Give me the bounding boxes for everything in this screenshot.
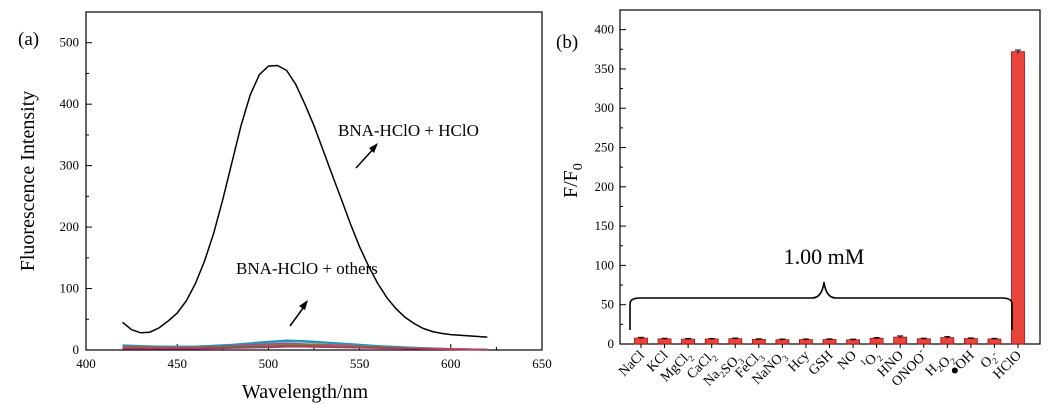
y-tick-label: 400: [60, 96, 80, 111]
brace-bracket: [629, 281, 1013, 330]
bar: [681, 338, 695, 345]
y-tick-label: 200: [595, 179, 615, 194]
y-tick-label: 0: [73, 342, 80, 357]
x-tick-label: 450: [167, 356, 187, 371]
x-tick-label: 550: [350, 356, 370, 371]
category-label: GSH: [806, 348, 836, 378]
panel-a-ticks: 400 450 500 550 600 650 0 100 200 300 400 500: [60, 35, 552, 371]
y-tick-label: 350: [595, 61, 615, 76]
category-label: ●OH: [947, 348, 978, 379]
y-tick-label: 250: [595, 140, 615, 155]
bar: [940, 337, 955, 345]
arrow-hclo: [355, 143, 378, 169]
bar: [799, 339, 813, 345]
series-line-hclo: [122, 64, 488, 338]
x-tick-label: 600: [441, 356, 461, 371]
bar: [775, 339, 790, 345]
bar: [964, 338, 978, 345]
panel-b-bars: [634, 49, 1025, 348]
panel-a-line-chart: (a) 400 450 500 550 600 650 0 100 200 300 400 500 W…: [17, 11, 552, 403]
panel-a-label: (a): [18, 29, 39, 50]
bar: [657, 338, 672, 345]
category-label: 1O2: [858, 347, 885, 374]
category-label: NO: [835, 348, 860, 373]
category-label: NaCl: [616, 348, 648, 380]
panel-b-label: (b): [556, 32, 578, 53]
bar: [822, 339, 837, 345]
annotation-others: BNA-HClO + others: [236, 259, 378, 278]
bar: [751, 338, 766, 345]
y-tick-label: 500: [60, 35, 80, 50]
y-tick-label: 100: [595, 257, 615, 272]
y-tick-label: 400: [595, 22, 615, 37]
x-tick-label: 400: [76, 356, 96, 371]
x-axis-title: Wavelength/nm: [242, 381, 369, 403]
panel-b-frame: [619, 9, 1041, 345]
bar: [728, 338, 743, 345]
y-axis-title-b: F/F0: [560, 163, 586, 198]
panel-a-curves: [122, 64, 488, 351]
bar: [869, 337, 884, 345]
annotation-hclo: BNA-HClO + HClO: [338, 121, 479, 140]
y-tick-label: 150: [595, 218, 615, 233]
panel-b-category-labels: NaClKClMgCl2CaCl2Na2SO3FeCl3NaNO3HcyGSHN…: [616, 346, 1025, 390]
panel-a-frame: [85, 11, 543, 351]
series-line-other: [122, 346, 488, 351]
panel-b-bar-chart: (b) 0 50 100 150 200 250 300 350 400 NaClKClMgCl…: [556, 9, 1041, 390]
bracket-label: 1.00 mM: [784, 244, 865, 269]
bar: [987, 338, 1002, 345]
panel-b-y-ticks: 0 50 100 150 200 250 300 350 400: [595, 22, 626, 351]
y-tick-label: 300: [595, 100, 615, 115]
y-tick-label: 100: [60, 281, 80, 296]
x-tick-label: 650: [532, 356, 552, 371]
y-axis-title: Fluorescence Intensity: [17, 91, 39, 272]
y-tick-label: 200: [60, 219, 80, 234]
y-tick-label: 50: [601, 297, 614, 312]
bar: [704, 338, 719, 345]
y-tick-label: 0: [608, 336, 615, 351]
y-tick-label: 300: [60, 158, 80, 173]
bar: [846, 339, 860, 345]
arrow-others: [289, 300, 308, 327]
bar: [634, 337, 648, 345]
bar: [1011, 51, 1025, 345]
bar: [916, 338, 931, 345]
x-tick-label: 500: [259, 356, 279, 371]
